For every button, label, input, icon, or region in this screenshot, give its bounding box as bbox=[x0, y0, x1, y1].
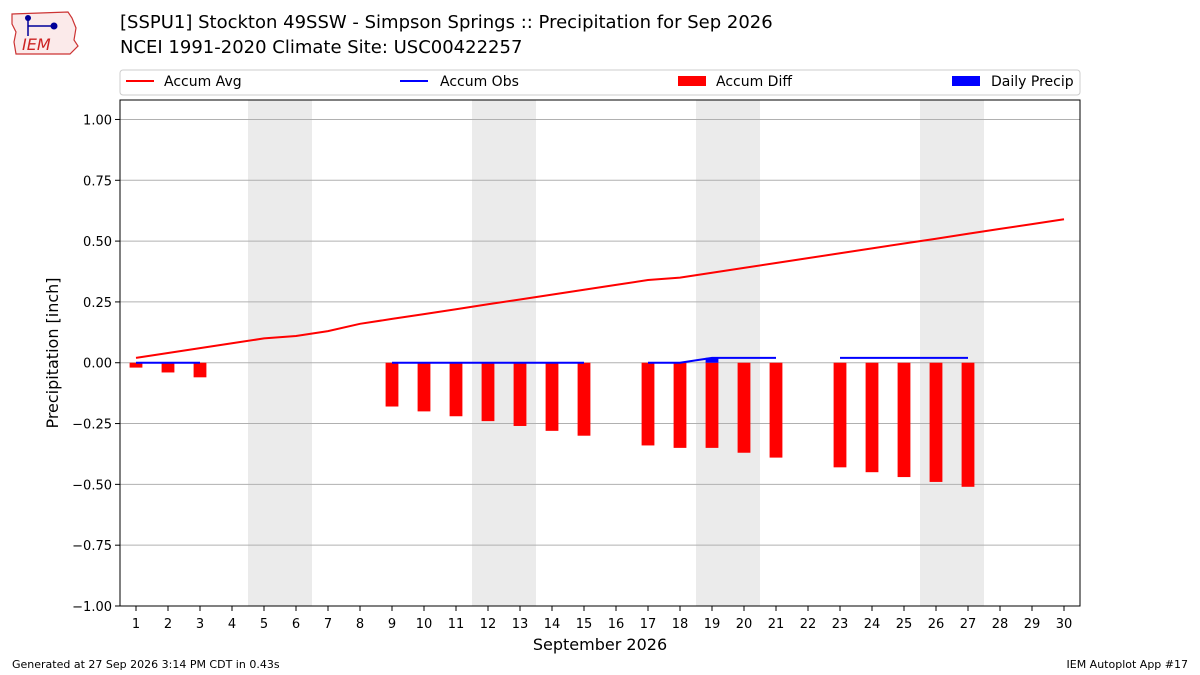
accum-diff-bar bbox=[545, 362, 559, 431]
legend-daily-precip-label: Daily Precip bbox=[991, 74, 1074, 90]
x-tick-label: 8 bbox=[356, 617, 364, 632]
accum-diff-bar bbox=[897, 362, 911, 478]
x-axis-ticks: 1 2 3 4 5 6 7 8 9 10 11 12 13 14 15 16 17 18 19 20 21 22 23 24 2… bbox=[132, 606, 1072, 632]
daily-precip-bars bbox=[705, 357, 719, 363]
accum-diff-bar bbox=[673, 362, 687, 448]
x-tick-label: 3 bbox=[196, 617, 204, 632]
accum-diff-bar bbox=[449, 362, 463, 417]
x-tick-label: 25 bbox=[896, 617, 913, 632]
accum-diff-bars bbox=[129, 362, 975, 487]
y-axis-ticks: −1.00 −0.75 −0.50 −0.25 0.00 0.25 0.50 0.75 1.00 bbox=[72, 113, 120, 615]
x-tick-label: 22 bbox=[800, 617, 817, 632]
y-tick-label: 0.50 bbox=[83, 235, 112, 250]
accum-diff-bar bbox=[769, 362, 783, 458]
x-tick-label: 10 bbox=[416, 617, 433, 632]
y-tick-label: −1.00 bbox=[72, 600, 112, 615]
y-axis-label: Precipitation [inch] bbox=[43, 277, 62, 428]
accum-diff-bar bbox=[513, 362, 527, 426]
accum-avg-line bbox=[135, 218, 1065, 359]
legend: Accum Avg Accum Obs Accum Diff Daily Pre… bbox=[119, 69, 1081, 96]
x-tick-label: 2 bbox=[164, 617, 172, 632]
y-tick-label: 0.25 bbox=[83, 296, 112, 311]
accum-diff-bar bbox=[385, 362, 399, 407]
accum-obs-line bbox=[648, 356, 776, 364]
x-tick-label: 30 bbox=[1056, 617, 1073, 632]
weekend-shade-2 bbox=[472, 100, 536, 606]
legend-daily-precip-swatch bbox=[952, 76, 980, 86]
x-tick-label: 1 bbox=[132, 617, 140, 632]
x-tick-label: 17 bbox=[640, 617, 657, 632]
x-tick-label: 4 bbox=[228, 617, 236, 632]
x-tick-label: 6 bbox=[292, 617, 300, 632]
weekend-shade-4 bbox=[920, 100, 984, 606]
accum-diff-bar bbox=[833, 362, 847, 468]
legend-accum-obs-label: Accum Obs bbox=[440, 74, 519, 90]
x-tick-label: 28 bbox=[992, 617, 1009, 632]
y-tick-label: 0.00 bbox=[83, 357, 112, 372]
accum-diff-bar bbox=[929, 362, 943, 482]
accum-diff-bar bbox=[193, 362, 207, 378]
x-tick-label: 9 bbox=[388, 617, 396, 632]
y-tick-label: −0.50 bbox=[72, 478, 112, 493]
x-tick-label: 23 bbox=[832, 617, 849, 632]
x-tick-label: 21 bbox=[768, 617, 785, 632]
daily-precip-bar bbox=[705, 357, 719, 363]
accum-diff-bar bbox=[961, 362, 975, 487]
x-tick-label: 5 bbox=[260, 617, 268, 632]
x-tick-label: 13 bbox=[512, 617, 529, 632]
legend-accum-diff-label: Accum Diff bbox=[716, 74, 792, 90]
x-tick-label: 15 bbox=[576, 617, 593, 632]
chart-subtitle: NCEI 1991-2020 Climate Site: USC00422257 bbox=[120, 37, 523, 58]
accum-diff-bar bbox=[577, 362, 591, 436]
weekend-shade-1 bbox=[248, 100, 312, 606]
accum-diff-bar bbox=[129, 362, 143, 368]
x-tick-label: 18 bbox=[672, 617, 689, 632]
x-tick-label: 14 bbox=[544, 617, 561, 632]
y-tick-label: 0.75 bbox=[83, 174, 112, 189]
accum-diff-bar bbox=[641, 362, 655, 446]
y-tick-label: 1.00 bbox=[83, 113, 112, 128]
x-axis-label: September 2026 bbox=[533, 635, 667, 654]
x-tick-label: 19 bbox=[704, 617, 721, 632]
x-tick-label: 29 bbox=[1024, 617, 1041, 632]
x-tick-label: 26 bbox=[928, 617, 945, 632]
iem-logo: IEM bbox=[11, 11, 79, 55]
x-tick-label: 11 bbox=[448, 617, 465, 632]
footer-app: IEM Autoplot App #17 bbox=[1066, 658, 1189, 671]
y-tick-label: −0.75 bbox=[72, 539, 112, 554]
y-tick-label: −0.25 bbox=[72, 418, 112, 433]
weekend-shading bbox=[248, 100, 984, 606]
accum-diff-bar bbox=[481, 362, 495, 422]
weekend-shade-3 bbox=[696, 100, 760, 606]
x-tick-label: 27 bbox=[960, 617, 977, 632]
accum-diff-bar bbox=[417, 362, 431, 412]
x-tick-label: 7 bbox=[324, 617, 332, 632]
plot-frame bbox=[119, 99, 1081, 607]
footer-generated: Generated at 27 Sep 2026 3:14 PM CDT in … bbox=[12, 658, 280, 671]
x-tick-label: 20 bbox=[736, 617, 753, 632]
x-tick-label: 24 bbox=[864, 617, 881, 632]
x-tick-label: 12 bbox=[480, 617, 497, 632]
accum-diff-bar bbox=[865, 362, 879, 473]
logo-text: IEM bbox=[22, 35, 51, 54]
chart-title: [SSPU1] Stockton 49SSW - Simpson Springs… bbox=[120, 12, 773, 33]
legend-accum-diff-swatch bbox=[678, 76, 706, 86]
x-tick-label: 16 bbox=[608, 617, 625, 632]
series-lines bbox=[135, 218, 1065, 364]
legend-accum-avg-label: Accum Avg bbox=[164, 74, 242, 90]
accum-diff-bar bbox=[737, 362, 751, 453]
accum-diff-bar bbox=[705, 362, 719, 448]
accum-diff-bar bbox=[161, 362, 175, 373]
